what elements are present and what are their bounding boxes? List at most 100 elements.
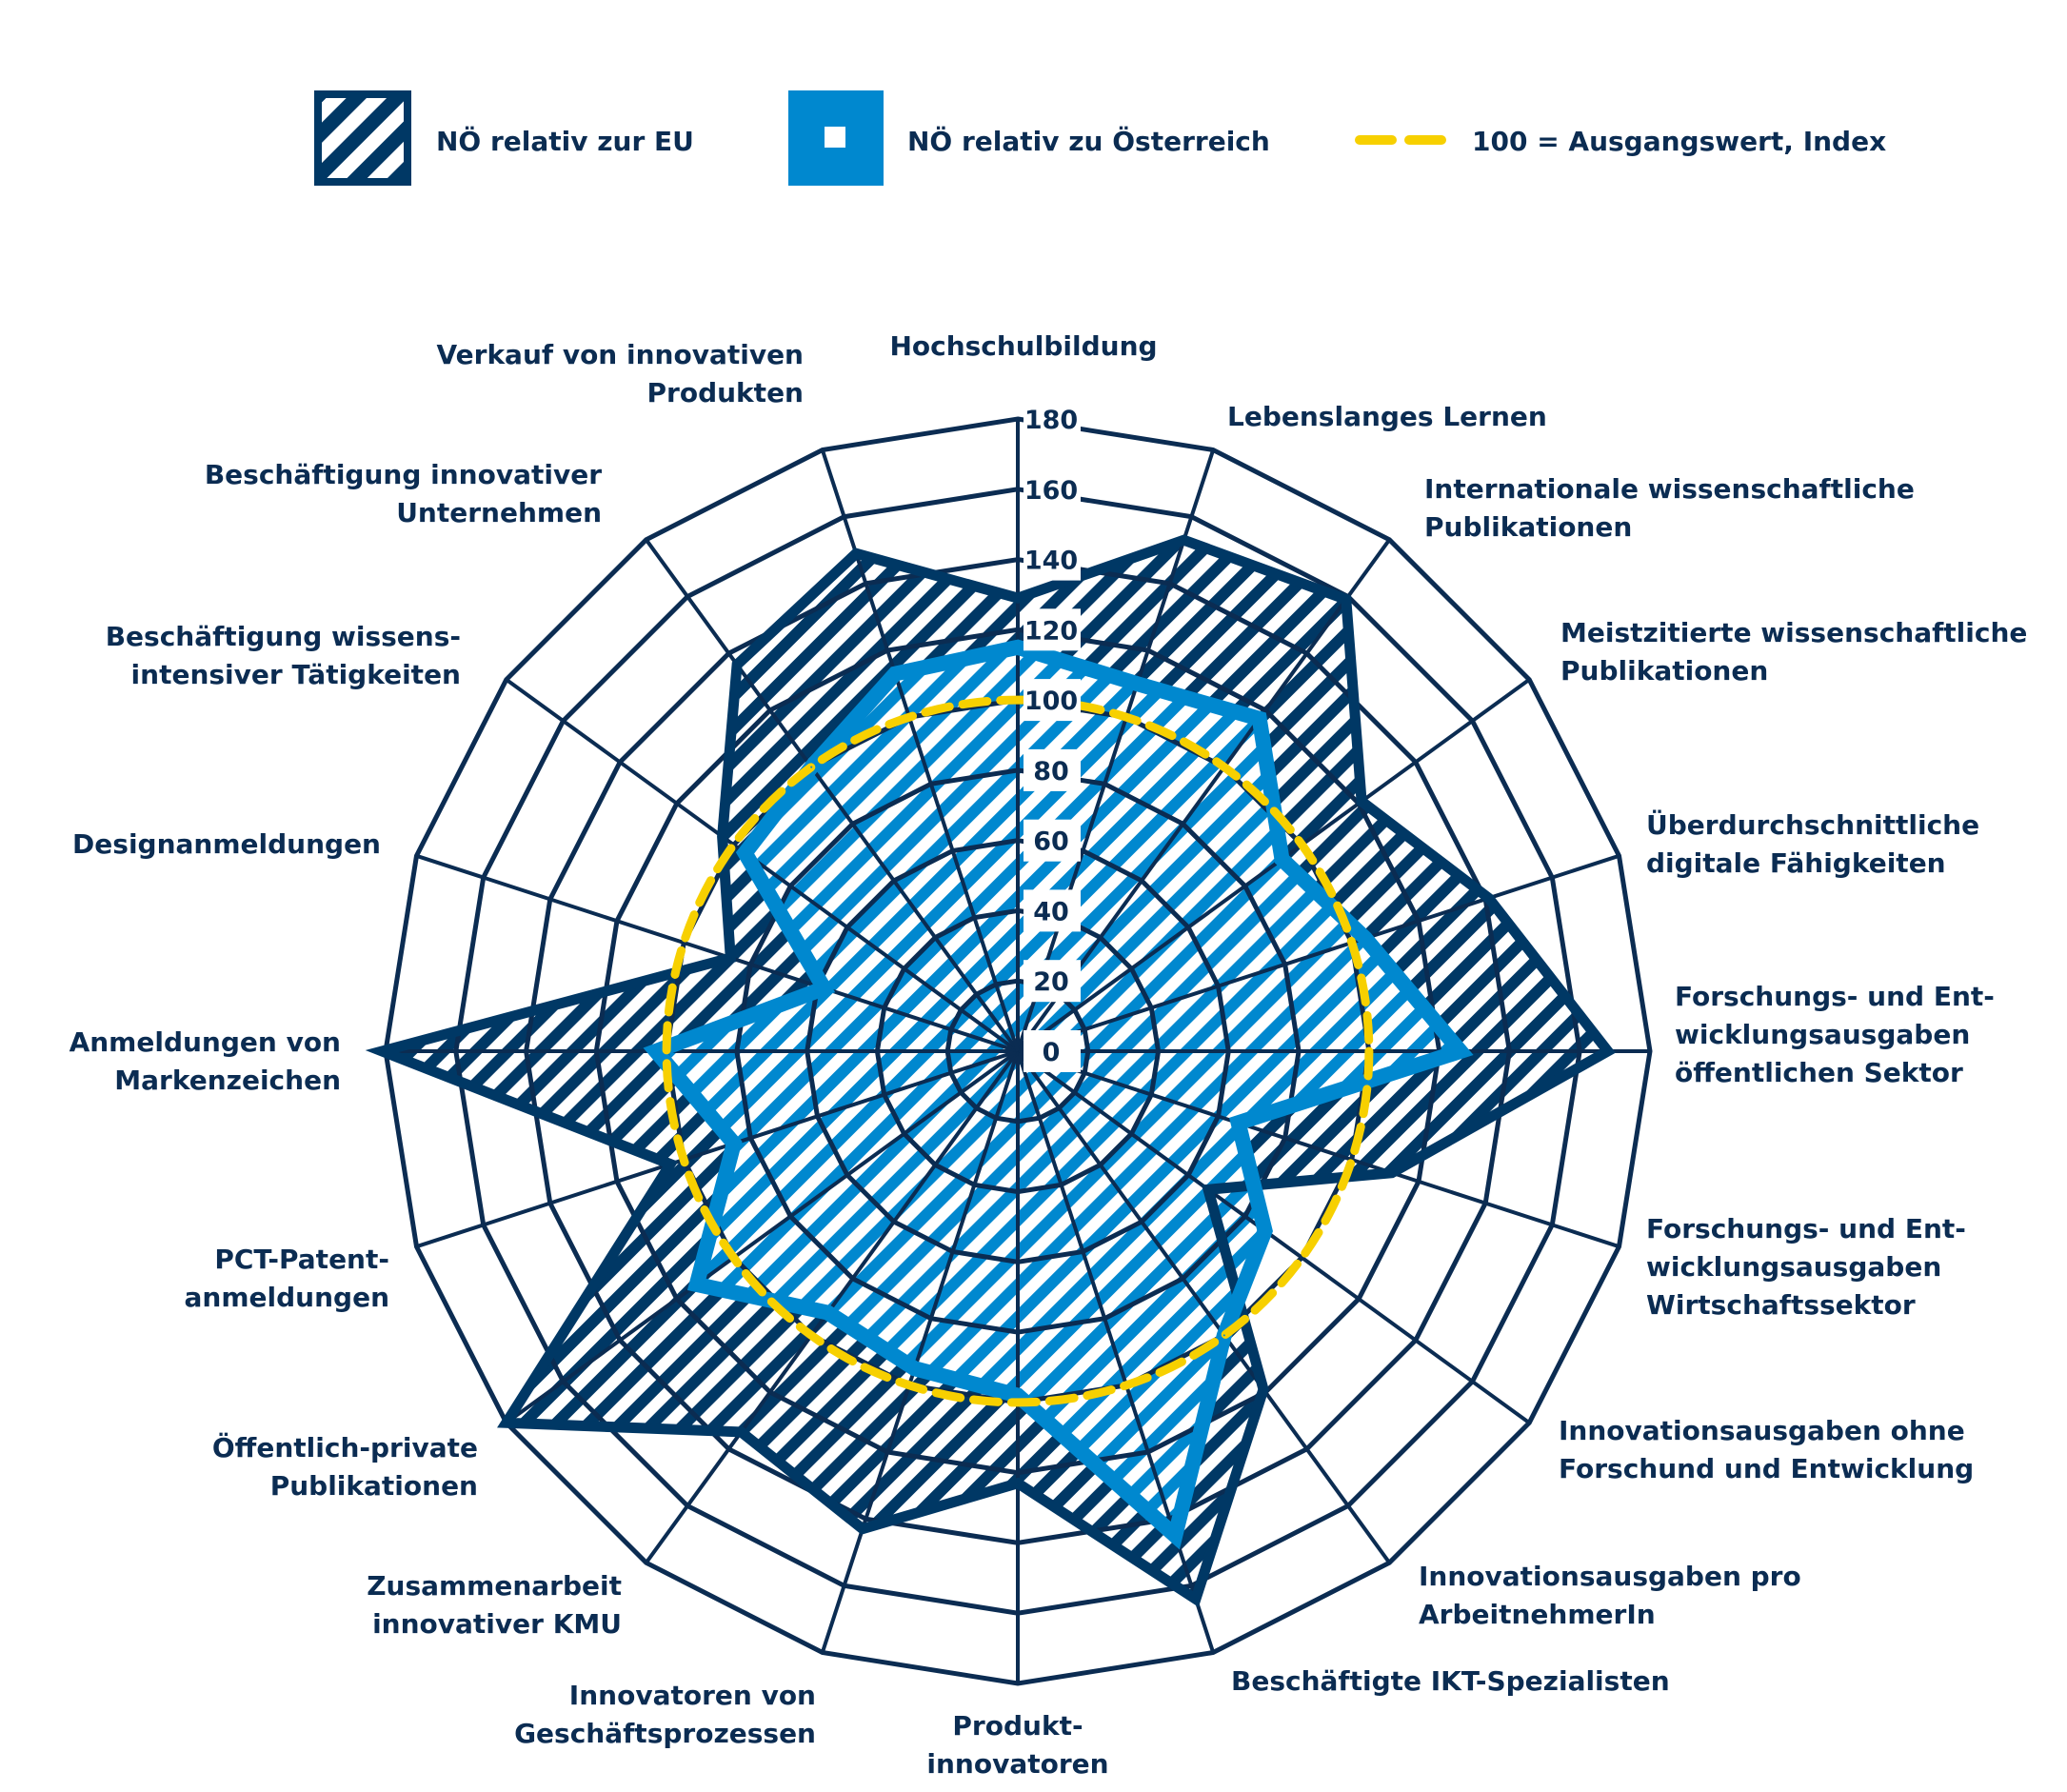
series-eu-point [505, 1422, 507, 1424]
category-label-line: PCT-Patent- [214, 1244, 389, 1275]
tick-label-text: 0 [1043, 1038, 1061, 1067]
tick-label-bg [1024, 819, 1081, 862]
grid-spoke [1016, 1049, 1391, 1564]
category-label: Verkauf von innovativen Produkten [437, 339, 805, 408]
category-label-line: ArbeitnehmerIn [1419, 1599, 1656, 1630]
category-label-line: Verkauf von innovativen [437, 339, 805, 370]
legend-item-at: NÖ relativ zu Österreich [788, 90, 1270, 186]
tick-label: 180 [1024, 398, 1081, 440]
series-eu-point [381, 1050, 384, 1052]
legend-item-eu: NÖ relativ zur EU [314, 90, 694, 186]
tick-label-bg [1024, 679, 1081, 722]
category-label: Zusammenarbeit innovativer KMU [367, 1570, 622, 1640]
series-at-point [1222, 1334, 1225, 1337]
series-eu-point [729, 957, 732, 959]
grid-spoke [1016, 448, 1216, 1052]
series-at-point [913, 1367, 916, 1370]
category-label-line: intensiver Tätigkeiten [131, 659, 461, 690]
series-at-point [732, 1142, 735, 1145]
category-label-line: Markenzeichen [114, 1065, 341, 1096]
series-at-point [1363, 937, 1366, 940]
category-label-line: innovativer KMU [372, 1608, 622, 1640]
grid-spoke [415, 853, 1019, 1053]
category-label: Internationale wissenschaftliche Publikat… [1424, 473, 1915, 543]
category-label-line: Beschäftigung wissens- [106, 621, 461, 652]
category-label-line: Designanmeldungen [72, 828, 381, 860]
tick-label-bg [1024, 960, 1081, 1003]
tick-label-text: 20 [1033, 967, 1069, 997]
category-label-line: Wirtschaftssektor [1646, 1289, 1916, 1321]
grid-spoke [505, 678, 1020, 1053]
category-label-line: Überdurchschnittliche [1646, 808, 1979, 841]
grid-spoke [505, 1049, 1020, 1424]
series-at-point [1281, 858, 1283, 861]
tick-label-text: 160 [1024, 476, 1078, 506]
tick-label-bg [1024, 398, 1081, 440]
series-at-point [1263, 1229, 1266, 1232]
series-eu-point [740, 1430, 743, 1433]
series-at-point [1237, 1122, 1240, 1125]
grid-spoke [1017, 1049, 1620, 1249]
category-label-line: digitale Fähigkeiten [1646, 847, 1946, 879]
grid-spoke [820, 1050, 1020, 1654]
series-eu-point [1194, 1598, 1197, 1601]
category-label: Forschungs- und Ent-wicklungsausgaben Wir… [1646, 1213, 1966, 1321]
category-label-line: wicklungsausgaben [1646, 1251, 1941, 1283]
tick-label: 160 [1024, 468, 1081, 510]
legend-label-ref: 100 = Ausgangswert, Index [1472, 126, 1886, 157]
tick-label-text: 120 [1024, 616, 1078, 646]
series-at-point [1017, 1394, 1019, 1397]
category-label-line: Innovationsausgaben pro [1419, 1561, 1801, 1592]
grid-spoke [1016, 1049, 1531, 1424]
tick-label: 0 [1024, 1030, 1081, 1072]
tick-label-text: 40 [1033, 897, 1069, 926]
series-at-point [1136, 683, 1139, 686]
category-label-line: Innovationsausgaben ohne [1559, 1415, 1965, 1446]
category-label: Lebenslanges Lernen [1227, 401, 1547, 432]
series-eu-point [669, 1163, 672, 1165]
tick-label-text: 80 [1033, 757, 1069, 786]
tick-label-bg [1024, 748, 1081, 791]
grid-spoke [415, 1049, 1019, 1249]
series-at-point [823, 986, 825, 989]
category-label-line: Anmeldungen von [70, 1026, 341, 1058]
category-label-line: Lebenslanges Lernen [1227, 401, 1547, 432]
category-label-line: Beschäftigung innovativer [205, 459, 602, 490]
category-label-line: Zusammenarbeit [367, 1570, 622, 1602]
series-eu-point [1207, 1188, 1209, 1191]
tick-label: 40 [1024, 889, 1081, 932]
tick-label: 100 [1024, 679, 1081, 722]
legend-swatch-eu-hatched [314, 90, 411, 186]
category-label-line: Öffentlich-private [212, 1431, 478, 1463]
category-label: Produkt-innovatoren [926, 1710, 1108, 1780]
tick-label: 120 [1024, 608, 1081, 651]
category-label: Beschäftigte IKT-Spezialisten [1231, 1665, 1670, 1697]
category-label-line: Forschungs- und Ent- [1675, 981, 1995, 1012]
series-eu-point [1361, 800, 1363, 803]
grid-spoke [1017, 853, 1620, 1053]
category-label-line: wicklungsausgaben [1675, 1019, 1970, 1050]
category-label-line: Hochschulbildung [889, 330, 1157, 362]
tick-label: 80 [1024, 748, 1081, 791]
tick-label-text: 100 [1024, 687, 1078, 716]
tick-label-bg [1024, 1030, 1081, 1072]
series-at-point [1459, 1050, 1461, 1052]
series-at-point [826, 1311, 829, 1314]
category-label-line: Unternehmen [396, 497, 602, 528]
category-label: Hochschulbildung [889, 330, 1157, 362]
series-at-point [894, 672, 897, 675]
series-eu-point [1390, 1171, 1393, 1174]
series-at-point [1174, 1534, 1177, 1537]
category-label: Innovatoren von Geschäftsprozessen [514, 1680, 816, 1749]
legend: NÖ relativ zur EU NÖ relativ zu Österrei… [314, 90, 1886, 186]
legend-label-at: NÖ relativ zu Österreich [907, 125, 1270, 157]
legend-item-ref: 100 = Ausgangswert, Index [1355, 126, 1886, 157]
tick-label: 60 [1024, 819, 1081, 862]
series-eu-point [1017, 597, 1019, 600]
legend-swatch-at-inner [825, 127, 845, 148]
category-label-line: Forschund und Entwicklung [1559, 1453, 1974, 1484]
grid-spoke [1016, 1050, 1216, 1654]
category-label-line: Publikationen [270, 1470, 478, 1502]
tick-label-bg [1024, 468, 1081, 510]
